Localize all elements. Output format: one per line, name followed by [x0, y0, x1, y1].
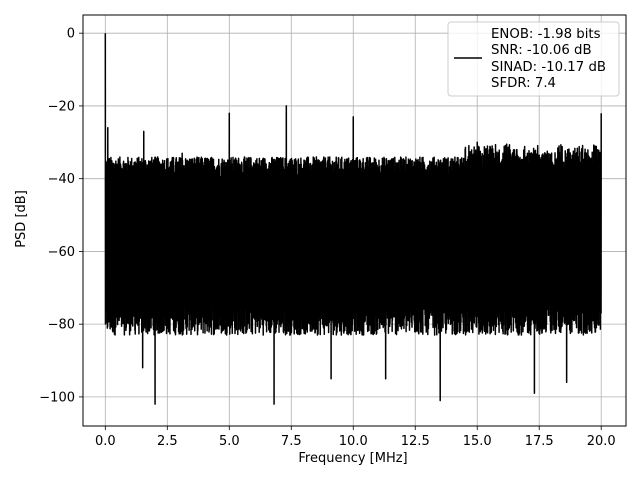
x-tick-label: 20.0: [587, 434, 616, 449]
psd-line: [104, 33, 602, 405]
x-tick-label: 15.0: [463, 434, 492, 449]
legend-entry-snr: SNR: -10.06 dB: [491, 43, 592, 58]
x-tick-label: 5.0: [219, 434, 240, 449]
x-axis: 0.0 2.5 5.0 7.5 10.0 12.5 15.0 17.5 20.0: [95, 426, 616, 449]
x-axis-label: Frequency [MHz]: [298, 451, 407, 466]
x-tick-label: 7.5: [281, 434, 302, 449]
y-axis: 0 −20 −40 −60 −80 −100: [39, 27, 83, 405]
y-tick-label: −100: [39, 390, 75, 405]
x-tick-label: 0.0: [95, 434, 116, 449]
legend-box: [447, 21, 620, 97]
y-tick-label: −60: [48, 245, 75, 260]
x-tick-label: 12.5: [401, 434, 430, 449]
legend-entry-sfdr: SFDR: 7.4: [491, 76, 556, 91]
x-tick-label: 17.5: [525, 434, 554, 449]
plot-area: [104, 33, 602, 405]
x-tick-label: 10.0: [339, 434, 368, 449]
axes-frame: [82, 14, 627, 427]
legend: ENOB: -1.98 bits SNR: -10.06 dB SINAD: -…: [447, 21, 620, 97]
y-tick-label: −80: [48, 318, 75, 333]
y-axis-label: PSD [dB]: [14, 190, 29, 248]
legend-entry-enob: ENOB: -1.98 bits: [491, 27, 601, 42]
y-tick-label: −20: [48, 99, 75, 114]
y-tick-label: 0: [67, 27, 75, 42]
y-tick-label: −40: [48, 172, 75, 187]
legend-entry-sinad: SINAD: -10.17 dB: [491, 60, 606, 75]
x-tick-label: 2.5: [157, 434, 178, 449]
